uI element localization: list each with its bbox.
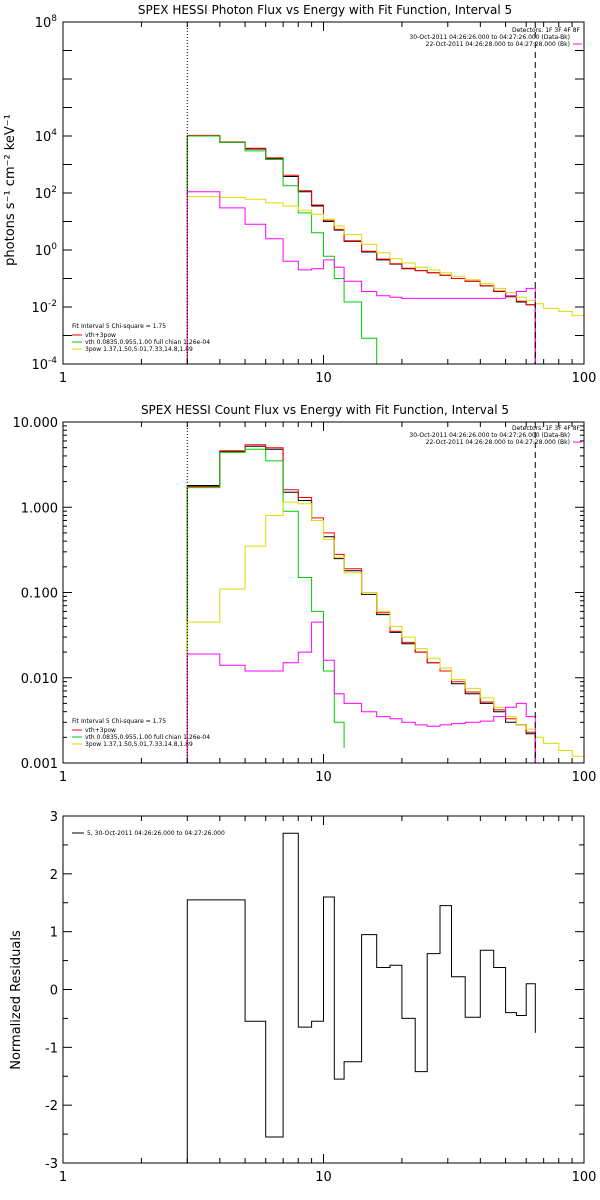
photon-series-3 [186,196,584,364]
count-legend-bk: 22-Oct-2011 04:26:28.000 to 04:27:28.000… [426,439,570,446]
count-series-0 [186,445,536,763]
count-xtick-label-2: 100 [572,770,597,785]
photon-ytick-label-4: 104 [35,128,58,145]
count-ytick-label-2: 0.100 [21,587,58,602]
residuals-ytick-label-0: -3 [45,1157,58,1172]
residuals-chart-ylabel: Normalized Residuals [9,930,24,1070]
photon-ytick-label-5: 108 [35,14,58,31]
photon-frame [62,21,585,365]
photon-flux-chart: SPEX HESSI Photon Flux vs Energy with Fi… [3,3,596,386]
residuals-series-0 [186,832,536,1163]
photon-chart-title: SPEX HESSI Photon Flux vs Energy with Fi… [138,3,512,17]
photon-legend-vth: vth 0.0835,0.955,1.00 full chian 1.26e-0… [85,339,210,346]
photon-xtick-label-2: 100 [572,371,597,386]
residuals-ytick-label-6: 3 [50,810,58,825]
count-legend-data: 30-Oct-2011 04:26:26.000 to 04:27:26.000… [409,432,570,439]
residuals-xtick-label-2: 100 [572,1170,597,1185]
photon-series-2 [186,135,378,364]
count-series-3 [186,501,584,763]
residuals-xtick-label-0: 1 [59,1170,67,1185]
residuals-legend-label: 5, 30-Oct-2011 04:26:26.000 to 04:27:26.… [87,830,225,837]
photon-legend-vthpow: vth+3pow [85,332,116,339]
residuals-legend: 5, 30-Oct-2011 04:26:26.000 to 04:27:26.… [72,830,225,837]
photon-xtick-label-1: 10 [315,371,332,386]
count-legend-detectors: Detectors: 1F 3F 4F 8F [512,425,581,432]
photon-legend-detectors: Detectors: 1F 3F 4F 8F [512,27,581,34]
count-series-1 [186,444,536,763]
photon-series-group [186,134,584,364]
count-xtick-label-1: 10 [315,770,332,785]
count-legend-vth: vth 0.0835,0.955,1.00 full chian 1.26e-0… [85,734,210,741]
residuals-ytick-label-5: 2 [50,868,58,883]
count-series-2 [186,448,345,763]
count-legend-bottom: Fit Interval 5 Chi-square = 1.75 vth+3po… [72,718,210,748]
photon-legend-3pow: 3pow 1.37,1.50,5.01,7.33,14.8,1.89 [85,346,193,353]
photon-ytick-label-0: 10-4 [31,356,57,373]
count-series-group [186,444,584,763]
residuals-ytick-label-4: 1 [50,926,58,941]
photon-ytick-label-1: 10-2 [31,299,57,316]
residuals-xtick-label-1: 10 [315,1170,332,1185]
count-series-4 [186,621,536,763]
count-flux-chart: SPEX HESSI Count Flux vs Energy with Fit… [13,403,597,785]
residuals-series-group [186,832,536,1163]
photon-xtick-label-0: 1 [59,371,67,386]
photon-legend-bottom: Fit Interval 5 Chi-square = 1.75 vth+3po… [72,323,210,353]
photon-chart-ylabel: photons s⁻¹ cm⁻² keV⁻¹ [3,114,18,266]
photon-ytick-label-3: 102 [35,185,57,202]
residuals-ytick-label-2: -1 [45,1041,58,1056]
count-ytick-label-3: 1.000 [21,501,58,516]
count-ytick-label-0: 0.001 [21,757,58,772]
photon-ytick-label-2: 100 [35,242,58,259]
count-xtick-label-0: 1 [59,770,67,785]
count-ytick-label-4: 10.000 [13,416,59,431]
count-legend-3pow: 3pow 1.37,1.50,5.01,7.33,14.8,1.89 [85,741,193,748]
photon-legend-fit: Fit Interval 5 Chi-square = 1.75 [72,323,166,330]
count-legend-top: Detectors: 1F 3F 4F 8F 30-Oct-2011 04:26… [409,425,582,446]
photon-legend-top: Detectors: 1F 3F 4F 8F 30-Oct-2011 04:26… [409,27,582,48]
residuals-ytick-label-1: -2 [45,1099,58,1114]
photon-series-4 [186,191,536,364]
count-ytick-label-1: 0.010 [21,672,58,687]
count-legend-fit: Fit Interval 5 Chi-square = 1.75 [72,718,166,725]
count-chart-title: SPEX HESSI Count Flux vs Energy with Fit… [141,403,509,417]
residuals-ytick-label-3: 0 [50,984,58,999]
photon-legend-data: 30-Oct-2011 04:26:26.000 to 04:27:26.000… [409,34,570,41]
photon-legend-bk: 22-Oct-2011 04:26:28.000 to 04:27:28.000… [426,41,570,48]
count-legend-vthpow: vth+3pow [85,727,116,734]
residuals-chart: Normalized Residuals 5, 30-Oct-2011 04:2… [9,810,596,1185]
